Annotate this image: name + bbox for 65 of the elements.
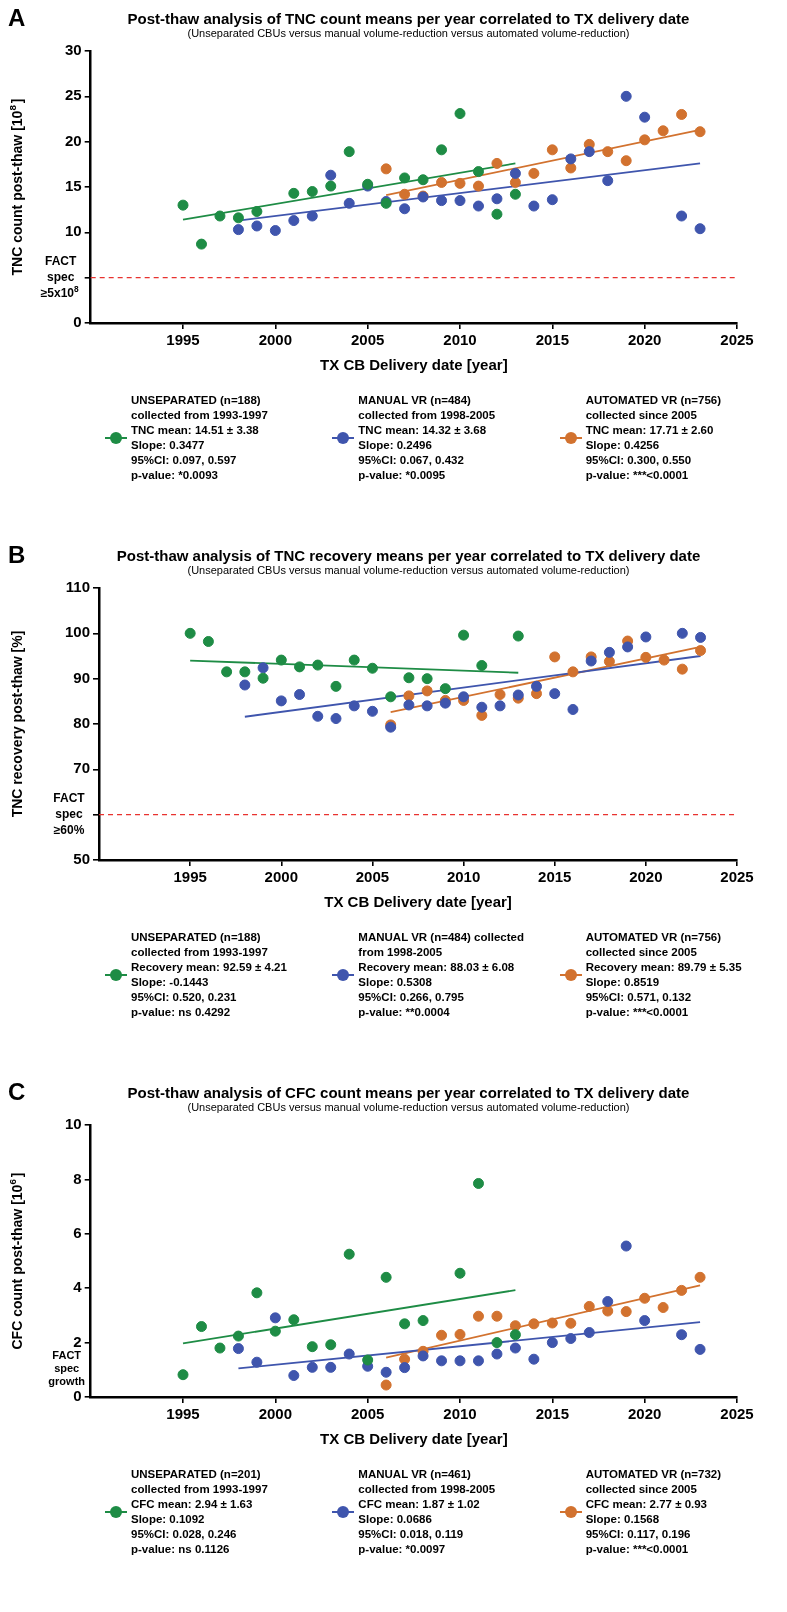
x-tick-label: 2005 bbox=[350, 331, 385, 349]
x-tick-label: 2005 bbox=[350, 1405, 385, 1423]
x-tick-label: 2020 bbox=[627, 1405, 662, 1423]
y-tick-label: 20 bbox=[65, 131, 82, 149]
y-tick-label: 4 bbox=[73, 1278, 83, 1296]
y-tick-label: 2 bbox=[73, 1332, 82, 1350]
y-axis-title: CFC count post-thaw [106] bbox=[6, 1172, 25, 1350]
legend-label: AUTOMATED VR (n=732) collected since 2005 CFC mean: 2.77 ± 0.93 Slope: 0.1568 95%CI: 0.117, 0.196 p-value: ***<0.0001 bbox=[585, 1467, 722, 1557]
legend-label: UNSEPARATED (n=188) collected from 1993-1997 TNC mean: 14.51 ± 3.38 Slope: 0.3477 95%CI: 0.097, 0.597 p-value: *0.0093 bbox=[131, 393, 268, 483]
y-axis-title: TNC recovery post-thaw [%] bbox=[8, 630, 25, 818]
y-tick-label: 15 bbox=[65, 177, 82, 195]
legend-label: UNSEPARATED (n=201) collected from 1993-1997 CFC mean: 2.94 ± 1.63 Slope: 0.1092 95%CI: 0.028, 0.246 p-value: ns 0.1126 bbox=[131, 1467, 268, 1557]
legend-label: UNSEPARATED (n=188) collected from 1993-1997 Recovery mean: 92.59 ± 4.21 Slope: -0.1443 95%CI: 0.520, 0.231 p-value: ns 0.4292 bbox=[131, 930, 287, 1020]
chart-title: Post-thaw analysis of TNC count means per year correlated to TX delivery date bbox=[127, 10, 690, 27]
x-tick-label: 2025 bbox=[720, 1405, 754, 1423]
legend-label: MANUAL VR (n=484) collected from 1998-2005 TNC mean: 14.32 ± 3.68 Slope: 0.2496 95%CI: 0.067, 0.432 p-value: *0.0095 bbox=[358, 393, 496, 483]
y-axis-title: TNC count post-thaw [108] bbox=[6, 98, 25, 276]
x-tick-label: 2000 bbox=[258, 1405, 293, 1423]
y-tick-label: 10 bbox=[65, 222, 82, 240]
text: C bbox=[8, 1078, 26, 1106]
x-tick-label: 2010 bbox=[443, 1405, 477, 1423]
text: A bbox=[8, 4, 26, 32]
legend-label: MANUAL VR (n=461) collected from 1998-2005 CFC mean: 1.87 ± 1.02 Slope: 0.0686 95%CI: 0.018, 0.119 p-value: *0.0097 bbox=[358, 1467, 496, 1557]
text: FACT spec growth bbox=[48, 1349, 86, 1388]
x-tick-label: 2010 bbox=[446, 868, 481, 886]
y-tick-label: 110 bbox=[65, 578, 91, 596]
x-tick-label: 2015 bbox=[535, 1405, 570, 1423]
y-tick-label: 50 bbox=[73, 850, 91, 868]
y-tick-label: 30 bbox=[65, 41, 82, 59]
y-tick-label: 0 bbox=[73, 1387, 82, 1405]
legend-label: MANUAL VR (n=484) collected from 1998-2005 Recovery mean: 88.03 ± 6.08 Slope: 0.5308 95%CI: 0.266, 0.795 p-value: **0.0004 bbox=[358, 930, 524, 1020]
y-tick-label: 25 bbox=[65, 86, 82, 104]
x-tick-label: 2000 bbox=[258, 331, 293, 349]
x-tick-label: 2010 bbox=[443, 331, 477, 349]
y-tick-label: 0 bbox=[73, 313, 82, 331]
chart-subtitle: (Unseparated CBUs versus manual volume-reduction versus automated volume-reduction) bbox=[187, 564, 630, 576]
y-tick-label: 100 bbox=[65, 623, 91, 641]
y-tick-label: 90 bbox=[73, 668, 91, 686]
x-tick-label: 2025 bbox=[720, 331, 754, 349]
x-tick-label: 2020 bbox=[629, 868, 663, 886]
x-tick-label: 2025 bbox=[720, 868, 754, 886]
x-tick-label: 1995 bbox=[173, 868, 207, 886]
x-tick-label: 1995 bbox=[166, 331, 200, 349]
x-tick-label: 2005 bbox=[355, 868, 390, 886]
x-tick-label: 2000 bbox=[264, 868, 298, 886]
ref-line-label: FACT spec ≥60% bbox=[53, 790, 86, 837]
x-axis-title: TX CB Delivery date [year] bbox=[320, 356, 508, 374]
text: B bbox=[8, 541, 26, 569]
y-tick-label: 80 bbox=[73, 714, 91, 732]
chart-subtitle: (Unseparated CBUs versus manual volume-reduction versus automated volume-reduction) bbox=[187, 27, 630, 39]
x-tick-label: 2015 bbox=[535, 331, 570, 349]
chart-title: Post-thaw analysis of TNC recovery means per year correlated to TX delivery date bbox=[116, 547, 701, 564]
legend-label: AUTOMATED VR (n=756) collected since 2005 TNC mean: 17.71 ± 2.60 Slope: 0.4256 95%CI: 0.300, 0.550 p-value: ***<0.0001 bbox=[585, 393, 722, 483]
y-tick-label: 6 bbox=[73, 1223, 82, 1241]
chart-title: Post-thaw analysis of CFC count means per year correlated to TX delivery date bbox=[127, 1084, 690, 1101]
x-tick-label: 2015 bbox=[538, 868, 572, 886]
y-tick-label: 70 bbox=[73, 759, 91, 777]
x-tick-label: 2020 bbox=[627, 331, 662, 349]
x-tick-label: 1995 bbox=[166, 1405, 200, 1423]
legend-label: AUTOMATED VR (n=756) collected since 2005 Recovery mean: 89.79 ± 5.35 Slope: 0.8519 95%CI: 0.571, 0.132 p-value: ***<0.0001 bbox=[585, 930, 742, 1020]
x-axis-title: TX CB Delivery date [year] bbox=[320, 1430, 508, 1448]
y-tick-label: 8 bbox=[73, 1169, 82, 1187]
y-tick-label: 10 bbox=[65, 1115, 82, 1133]
chart-subtitle: (Unseparated CBUs versus manual volume-reduction versus automated volume-reduction) bbox=[187, 1101, 630, 1113]
x-axis-title: TX CB Delivery date [year] bbox=[324, 893, 512, 911]
